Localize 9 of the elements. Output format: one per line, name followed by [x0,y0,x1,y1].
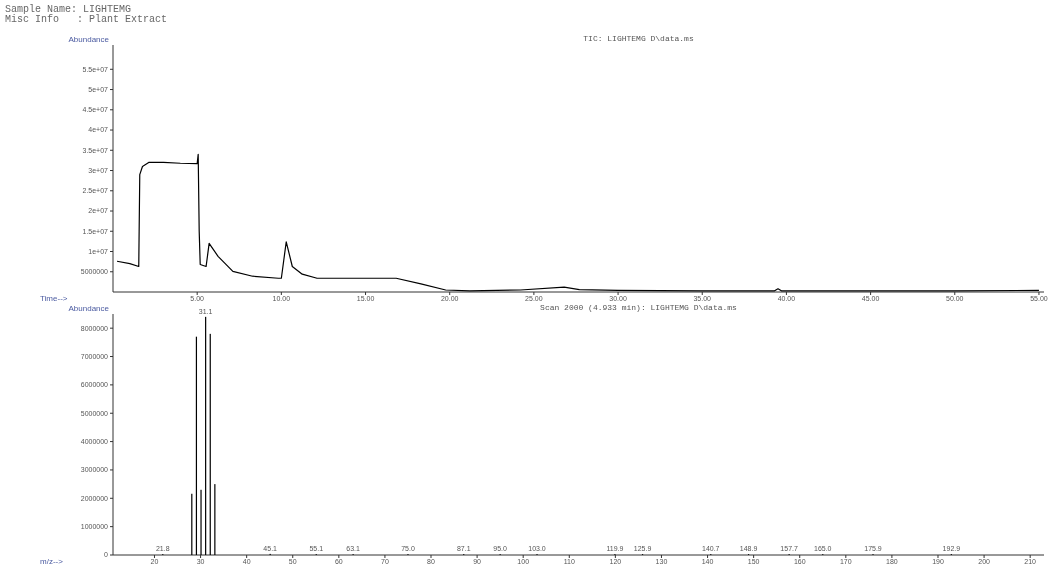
x-axis-title: m/z--> [40,557,64,566]
text: Sample Name: LIGHTEMG [5,4,132,15]
x-axis-title: Time--> [40,294,68,303]
y-axis-title: Abundance [68,35,110,44]
chart-title: TIC: LIGHTEMG D\data.ms [583,34,694,43]
y-axis-title: Abundance [68,304,110,313]
line-series [116,153,1040,292]
chart-title: Scan 2000 (4.933 min): LIGHTEMG D\data.ms [540,303,738,312]
text: Misc Info : Plant Extract [5,14,168,25]
